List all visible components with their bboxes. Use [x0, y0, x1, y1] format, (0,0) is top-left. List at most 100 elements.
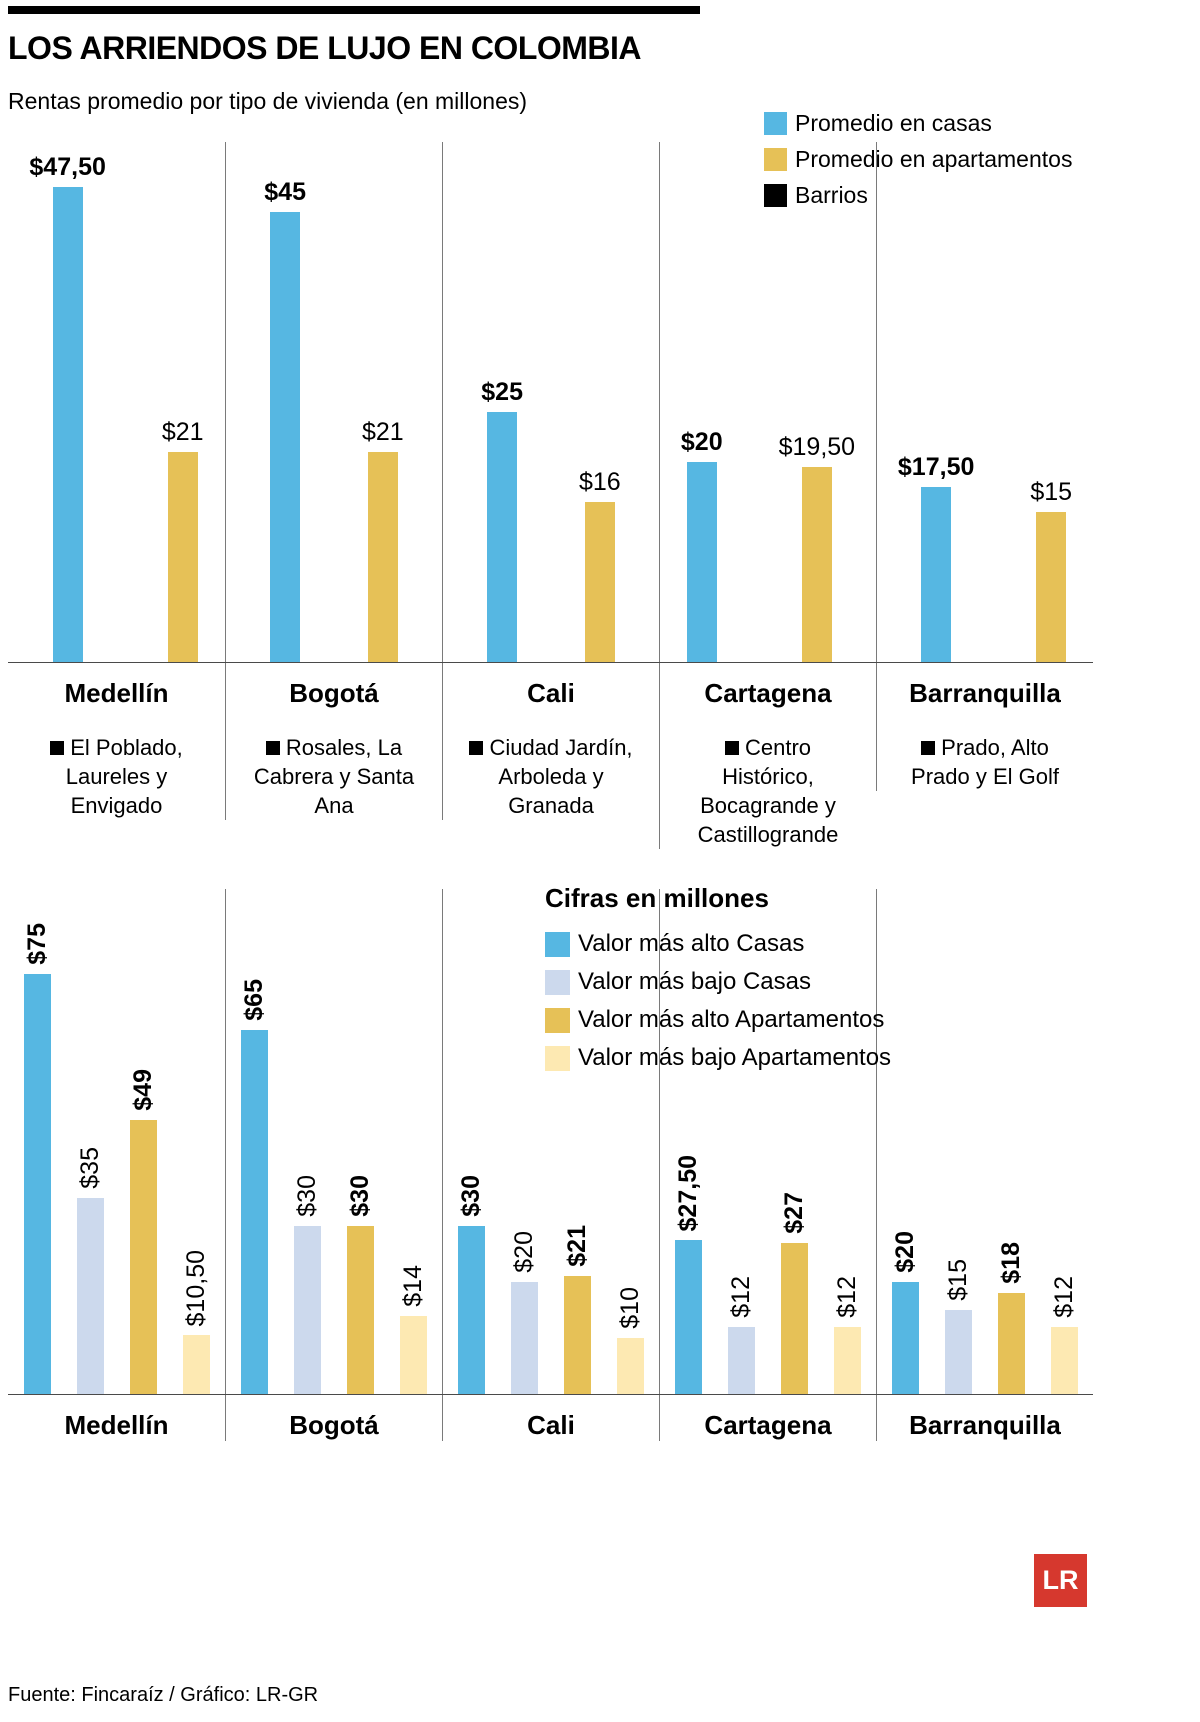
bar-valor-mas-alto-casas — [675, 1240, 702, 1395]
bar-column: $21 — [362, 420, 404, 662]
chart-baseline — [8, 662, 1093, 663]
bar-column: $20 — [510, 1231, 538, 1395]
bar-value-label: $30 — [457, 1175, 485, 1218]
plot-area: $17,50 $15 — [877, 142, 1093, 662]
bar-valor-mas-alto-casas — [892, 1282, 919, 1395]
legend-item: Barrios — [764, 182, 1072, 209]
bar-column: $30 — [293, 1175, 321, 1395]
plot-area: $65 $30 $30 $14 — [226, 889, 442, 1395]
bar-column: $17,50 — [898, 455, 974, 662]
bar-value-label: $30 — [346, 1175, 374, 1218]
bar-value-label: $10,50 — [181, 1249, 210, 1327]
city-label: Barranquilla — [909, 1410, 1061, 1441]
bar-value-label: $27,50 — [674, 1154, 702, 1232]
bar-promedio-en-apartamentos — [801, 467, 832, 662]
bar-value-label: $15 — [944, 1259, 972, 1302]
bar-valor-mas-alto-casas — [23, 974, 51, 1395]
legend-item-label: Valor más bajo Apartamentos — [578, 1044, 892, 1072]
bar-promedio-en-apartamentos — [1036, 512, 1067, 662]
casas-swatch-icon — [545, 931, 570, 957]
bar-column: $49 — [129, 1069, 157, 1395]
bar-value-label: $20 — [510, 1231, 538, 1274]
bar-valor-mas-bajo-casas — [76, 1198, 104, 1395]
legend-item-label: Promedio en casas — [795, 110, 992, 136]
bar-column: $21 — [563, 1225, 591, 1395]
bar-column: $15 — [944, 1259, 972, 1395]
city-label: Bogotá — [289, 1410, 379, 1441]
bar-promedio-en-casas — [487, 412, 518, 662]
bar-promedio-en-casas — [52, 187, 83, 662]
bar-value-label: $65 — [240, 979, 268, 1022]
bar-value-label: $12 — [727, 1276, 755, 1319]
legend-item: Valor más bajo Apartamentos — [545, 1044, 891, 1072]
bar-value-label: $21 — [563, 1225, 591, 1268]
bar-valor-mas-bajo-casas — [728, 1327, 755, 1395]
bar-promedio-en-apartamentos — [167, 452, 198, 662]
bar-value-label: $21 — [161, 418, 204, 446]
bar-value-label: $18 — [997, 1242, 1025, 1285]
city-group-cartagena: $20 $19,50 Cartagena Centro Histórico, Boca… — [659, 142, 876, 850]
barrios-bullet-icon — [724, 741, 739, 755]
bar-valor-mas-bajo-apartamentos — [182, 1335, 210, 1395]
city-label: Cartagena — [704, 1410, 832, 1441]
plot-area: $27,50 $12 $27 $12 — [660, 889, 876, 1395]
city-group-bogota: $45 $21 Bogotá Rosales, La Cabrera y Santa … — [225, 142, 442, 821]
barrios-label: Rosales, La Cabrera y Santa Ana — [226, 709, 442, 820]
chart-averages: $47,50 $21 Medellín El Poblado, Laureles y … — [8, 142, 1093, 850]
bar-promedio-en-apartamentos — [367, 452, 398, 662]
bar-valor-mas-bajo-casas — [945, 1310, 972, 1395]
chart-extremes: Cifras en millones Valor más alto Casas Va… — [8, 883, 1093, 1442]
bar-valor-mas-alto-apartamentos — [564, 1276, 591, 1395]
plot-area: $30 $20 $21 $10 — [443, 889, 659, 1395]
bar-column: $27,50 — [674, 1154, 702, 1395]
city-group-barranquilla: $20 $15 $18 $12 Barranquilla — [876, 889, 1093, 1442]
bar-column: $20 — [891, 1231, 919, 1395]
bar-column: $21 — [162, 420, 204, 662]
bar-value-label: $30 — [293, 1175, 321, 1218]
legend-item: Promedio en apartamentos — [764, 146, 1072, 173]
chart-subtitle: Rentas promedio por tipo de vivienda (en… — [8, 88, 528, 114]
bar-value-label: $27 — [780, 1192, 808, 1235]
legend-item-label: Barrios — [795, 182, 868, 208]
city-group-medellin: $75 $35 $49 $10,50 Medellín — [8, 889, 225, 1441]
barrios-label: Centro Histórico, Bocagrande y Castillog… — [660, 709, 876, 849]
bar-valor-mas-alto-casas — [458, 1226, 485, 1395]
lr-logo: LR — [1034, 1554, 1087, 1607]
bar-column: $75 — [23, 923, 51, 1395]
legend-item-label: Promedio en apartamentos — [795, 146, 1073, 172]
bar-value-label: $12 — [833, 1276, 861, 1319]
bar-value-label: $12 — [1050, 1276, 1078, 1319]
bar-valor-mas-alto-casas — [241, 1030, 268, 1395]
casas-swatch-icon — [764, 112, 787, 135]
barrios-text: Prado, Alto Prado y El Golf — [911, 735, 1059, 790]
page-title: LOS ARRIENDOS DE LUJO EN COLOMBIA — [8, 30, 642, 66]
source-credit: Fuente: Fincaraíz / Gráfico: LR-GR — [8, 1684, 319, 1706]
barrios-label: Ciudad Jardín, Arboleda y Granada — [443, 709, 659, 820]
bar-column: $47,50 — [29, 153, 106, 662]
barrios-bullet-icon — [921, 741, 936, 755]
apartamentos-swatch-icon — [545, 1007, 570, 1033]
city-label: Cartagena — [704, 678, 832, 708]
city-label: Medellín — [64, 1410, 169, 1441]
city-group-cali: $25 $16 Cali Ciudad Jardín, Arboleda y Gran… — [442, 142, 659, 821]
city-label: Cali — [527, 1410, 575, 1441]
barrios-bullet-icon — [265, 741, 280, 755]
bar-value-label: $47,50 — [29, 153, 106, 181]
city-group-barranquilla: $17,50 $15 Barranquilla Prado, Alto Prado y… — [876, 142, 1093, 792]
bar-column: $45 — [264, 180, 306, 662]
plot-area: $20 $19,50 — [660, 142, 876, 662]
barrios-text: Rosales, La Cabrera y Santa Ana — [253, 735, 415, 819]
barrios-text: Centro Histórico, Bocagrande y Castillog… — [697, 735, 839, 848]
bar-column: $35 — [76, 1147, 104, 1395]
bar-column: $30 — [346, 1175, 374, 1395]
bar-column: $10,50 — [181, 1249, 210, 1395]
legend-item-label: Valor más alto Apartamentos — [578, 1006, 885, 1034]
bar-column: $14 — [399, 1265, 427, 1395]
bar-value-label: $19,50 — [778, 433, 856, 461]
bar-column: $27 — [780, 1192, 808, 1395]
bar-promedio-en-casas — [921, 487, 952, 662]
bar-value-label: $15 — [1030, 478, 1073, 506]
bar-value-label: $45 — [264, 178, 306, 206]
bar-column: $16 — [579, 470, 621, 662]
bar-promedio-en-casas — [270, 212, 301, 662]
